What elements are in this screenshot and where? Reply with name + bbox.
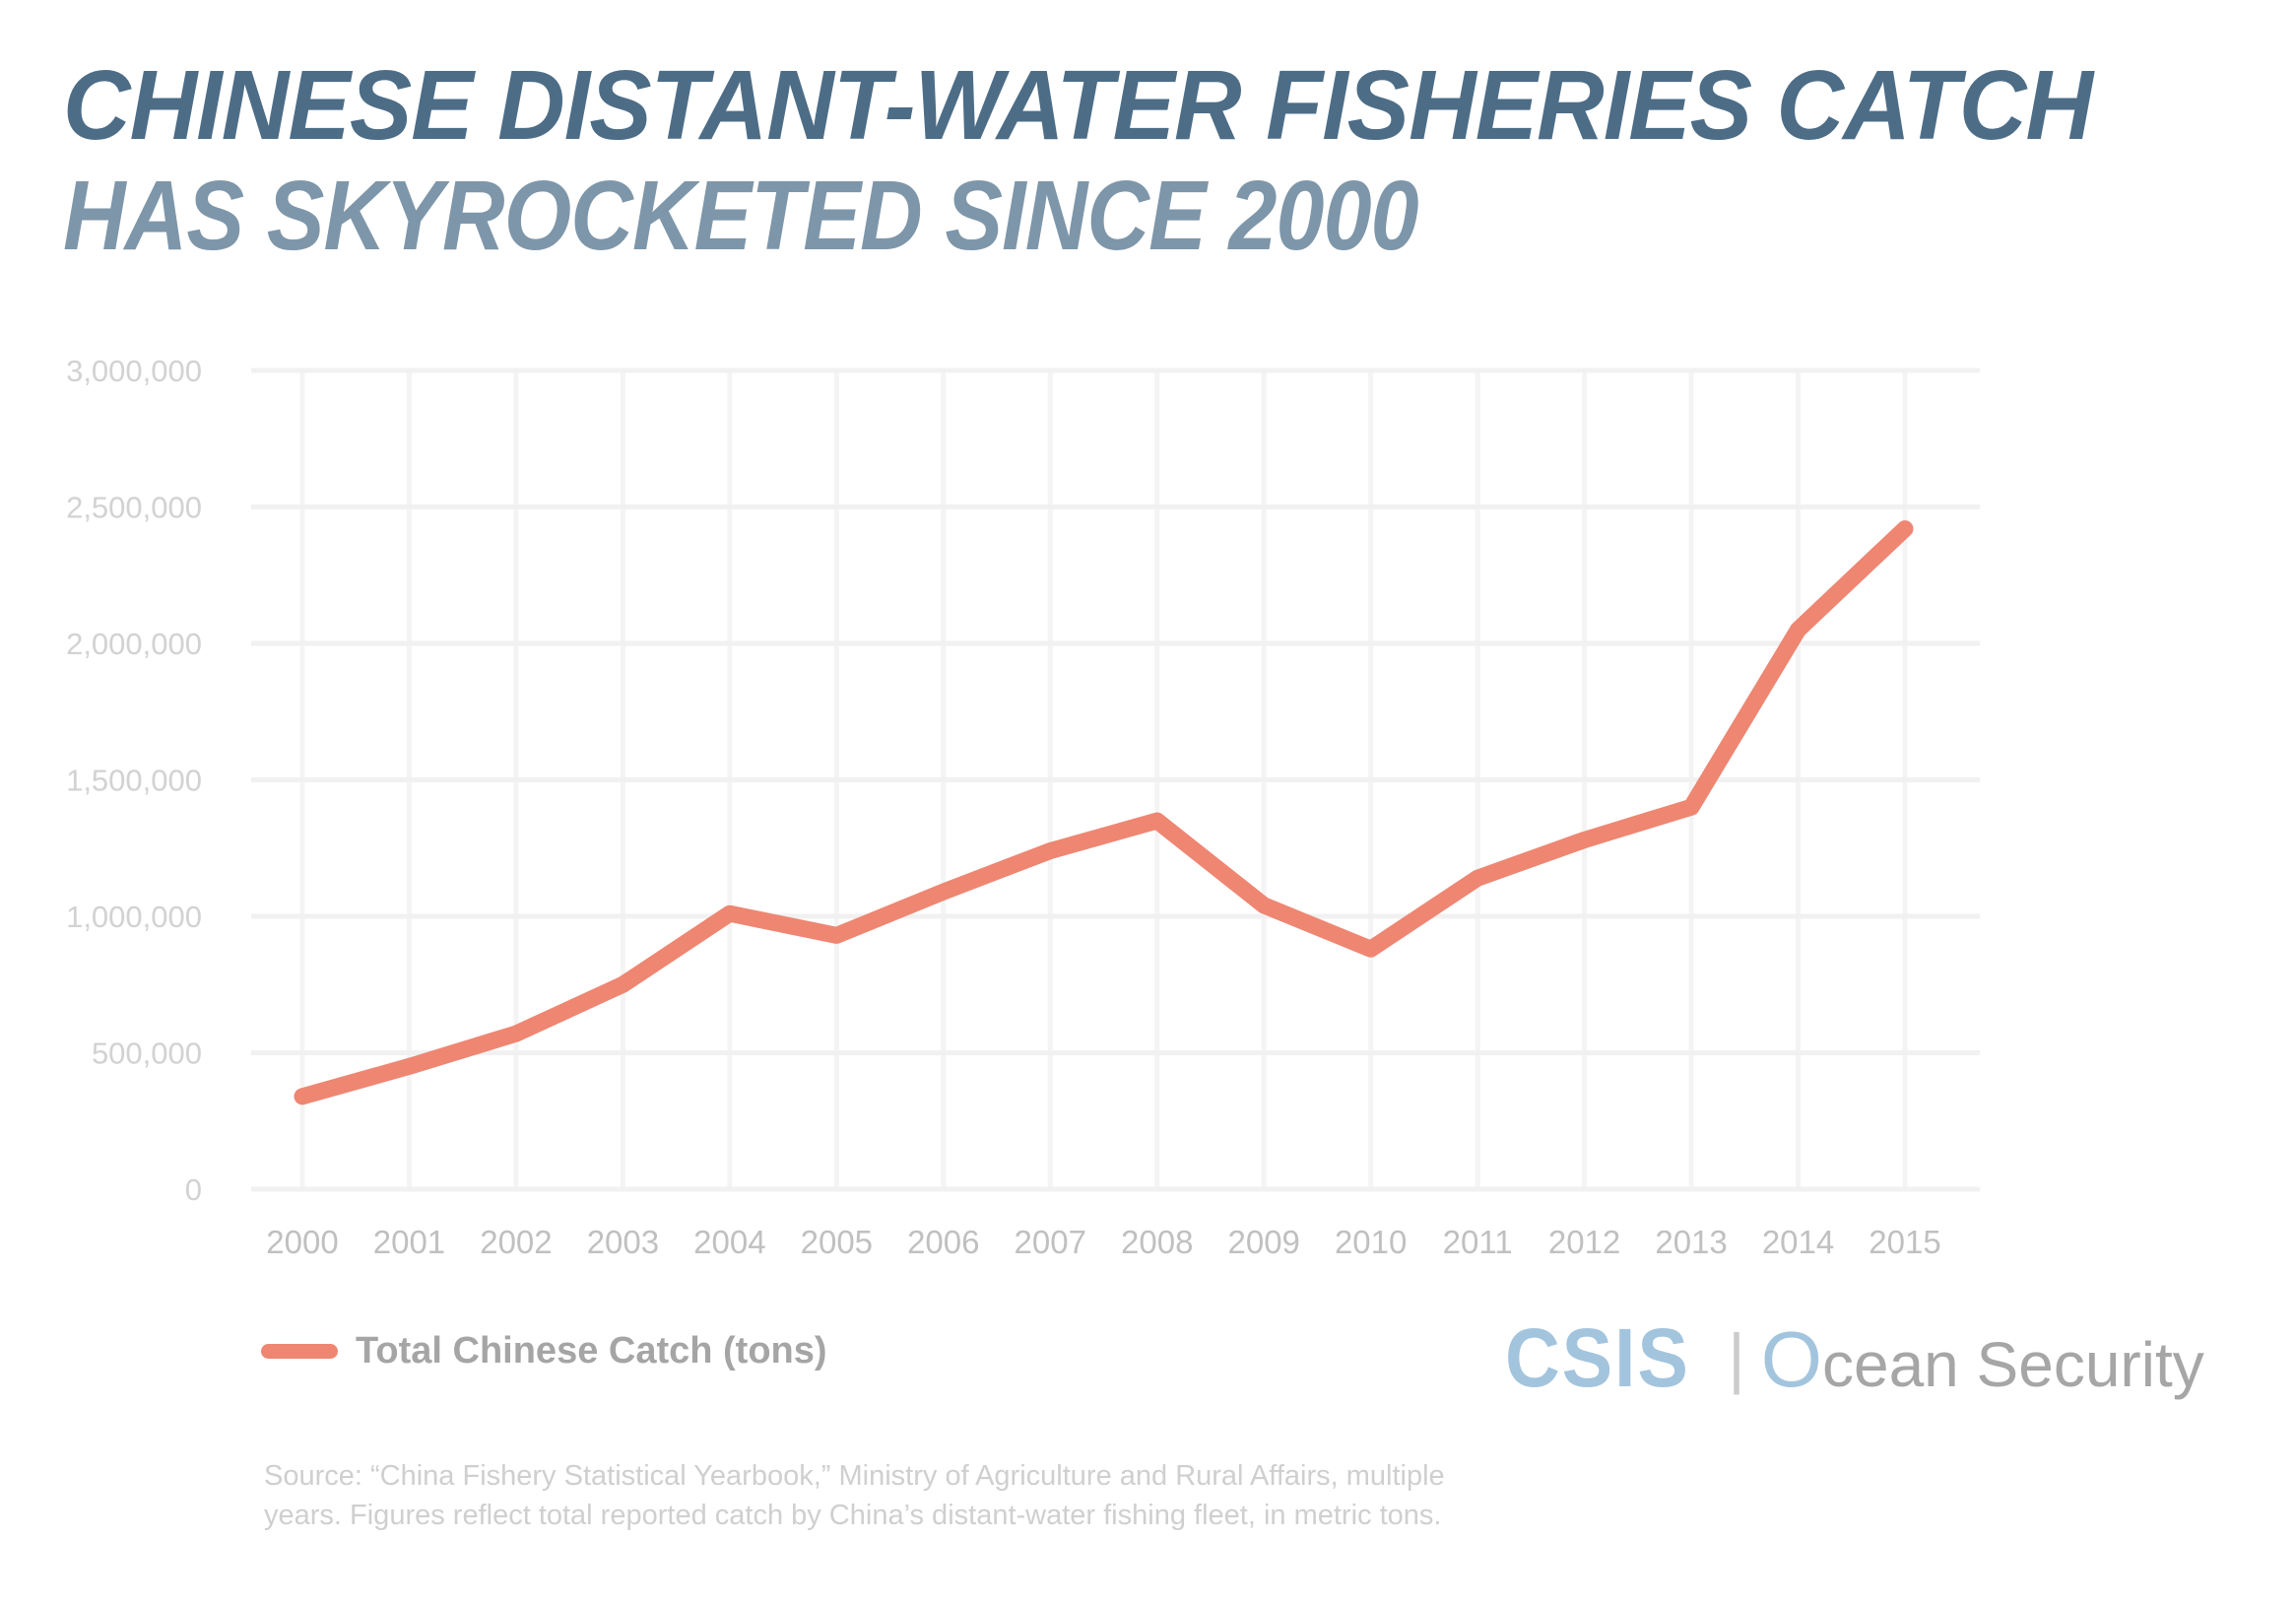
chart-title-line1: CHINESE DISTANT-WATER FISHERIES CATCH bbox=[63, 50, 2093, 161]
x-axis-tick-label: 2005 bbox=[801, 1224, 873, 1260]
x-axis-tick-label: 2002 bbox=[480, 1224, 552, 1260]
y-axis-tick-label: 3,000,000 bbox=[66, 354, 202, 388]
x-axis-tick-label: 2011 bbox=[1443, 1224, 1513, 1260]
source-note: Source: “China Fishery Statistical Yearb… bbox=[264, 1456, 1445, 1535]
x-axis-tick-label: 2001 bbox=[373, 1224, 445, 1260]
y-axis-tick-label: 2,000,000 bbox=[66, 627, 202, 661]
legend-line-swatch bbox=[261, 1344, 338, 1359]
y-axis-tick-label: 1,000,000 bbox=[66, 900, 202, 934]
csis-logo-text: CSIS bbox=[1505, 1311, 1690, 1404]
x-axis-tick-label: 2004 bbox=[693, 1224, 765, 1260]
chart-title-line2: HAS SKYROCKETED SINCE 2000 bbox=[63, 161, 1419, 271]
x-axis-tick-label: 2015 bbox=[1869, 1224, 1940, 1260]
y-axis-tick-label: 1,500,000 bbox=[66, 764, 202, 798]
source-line1: Source: “China Fishery Statistical Yearb… bbox=[264, 1460, 1445, 1492]
x-axis-tick-label: 2003 bbox=[587, 1224, 659, 1260]
legend-label: Total Chinese Catch (tons) bbox=[356, 1330, 827, 1372]
source-line2: years. Figures reflect total reported ca… bbox=[264, 1500, 1442, 1531]
x-axis-tick-label: 2008 bbox=[1121, 1224, 1193, 1260]
y-axis-tick-label: 2,500,000 bbox=[66, 491, 202, 525]
csis-ocean-security-logo: CSIS | Ocean Security bbox=[1505, 1310, 2204, 1406]
y-axis-tick-label: 0 bbox=[185, 1172, 202, 1207]
x-axis-tick-label: 2014 bbox=[1762, 1224, 1834, 1260]
y-axis-tick-label: 500,000 bbox=[92, 1037, 202, 1071]
x-axis-tick-label: 2012 bbox=[1548, 1224, 1620, 1260]
chart-legend: Total Chinese Catch (tons) bbox=[261, 1330, 827, 1372]
x-axis-tick-label: 2006 bbox=[907, 1224, 979, 1260]
x-axis-tick-label: 2007 bbox=[1015, 1224, 1086, 1260]
logo-program-initial: O bbox=[1760, 1315, 1822, 1403]
x-axis-tick-label: 2013 bbox=[1655, 1224, 1727, 1260]
x-axis-tick-label: 2010 bbox=[1335, 1224, 1407, 1260]
total-chinese-catch-line bbox=[294, 520, 1914, 1105]
logo-divider: | bbox=[1728, 1320, 1745, 1395]
x-axis-tick-label: 2000 bbox=[266, 1224, 338, 1260]
logo-program-name: cean Security bbox=[1821, 1329, 2204, 1400]
x-axis-tick-label: 2009 bbox=[1227, 1224, 1299, 1260]
